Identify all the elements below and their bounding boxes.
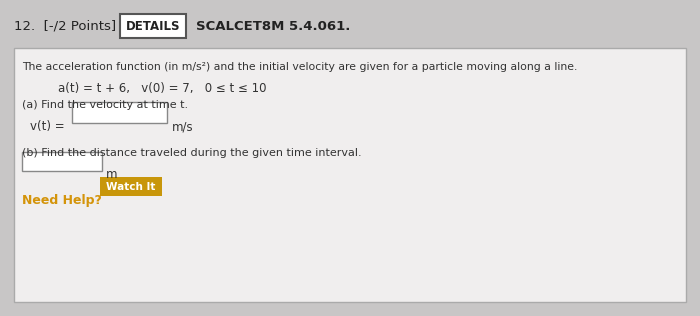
Text: Need Help?: Need Help?: [22, 194, 102, 207]
Text: 12.  [-/2 Points]: 12. [-/2 Points]: [14, 20, 116, 33]
Text: SCALCET8M 5.4.061.: SCALCET8M 5.4.061.: [196, 20, 351, 33]
Text: m/s: m/s: [172, 120, 194, 133]
Text: v(t) =: v(t) =: [30, 120, 64, 133]
Text: The acceleration function (in m/s²) and the initial velocity are given for a par: The acceleration function (in m/s²) and …: [22, 62, 578, 72]
Text: a(t) = t + 6,   v(0) = 7,   0 ≤ t ≤ 10: a(t) = t + 6, v(0) = 7, 0 ≤ t ≤ 10: [58, 82, 267, 95]
FancyBboxPatch shape: [120, 14, 186, 38]
Text: Watch It: Watch It: [106, 181, 155, 191]
FancyBboxPatch shape: [72, 102, 167, 123]
FancyBboxPatch shape: [14, 48, 686, 302]
Text: (a) Find the velocity at time t.: (a) Find the velocity at time t.: [22, 100, 188, 110]
Text: DETAILS: DETAILS: [126, 20, 181, 33]
Text: m: m: [106, 168, 118, 181]
Text: (b) Find the distance traveled during the given time interval.: (b) Find the distance traveled during th…: [22, 148, 362, 158]
FancyBboxPatch shape: [22, 152, 102, 171]
FancyBboxPatch shape: [100, 177, 162, 196]
